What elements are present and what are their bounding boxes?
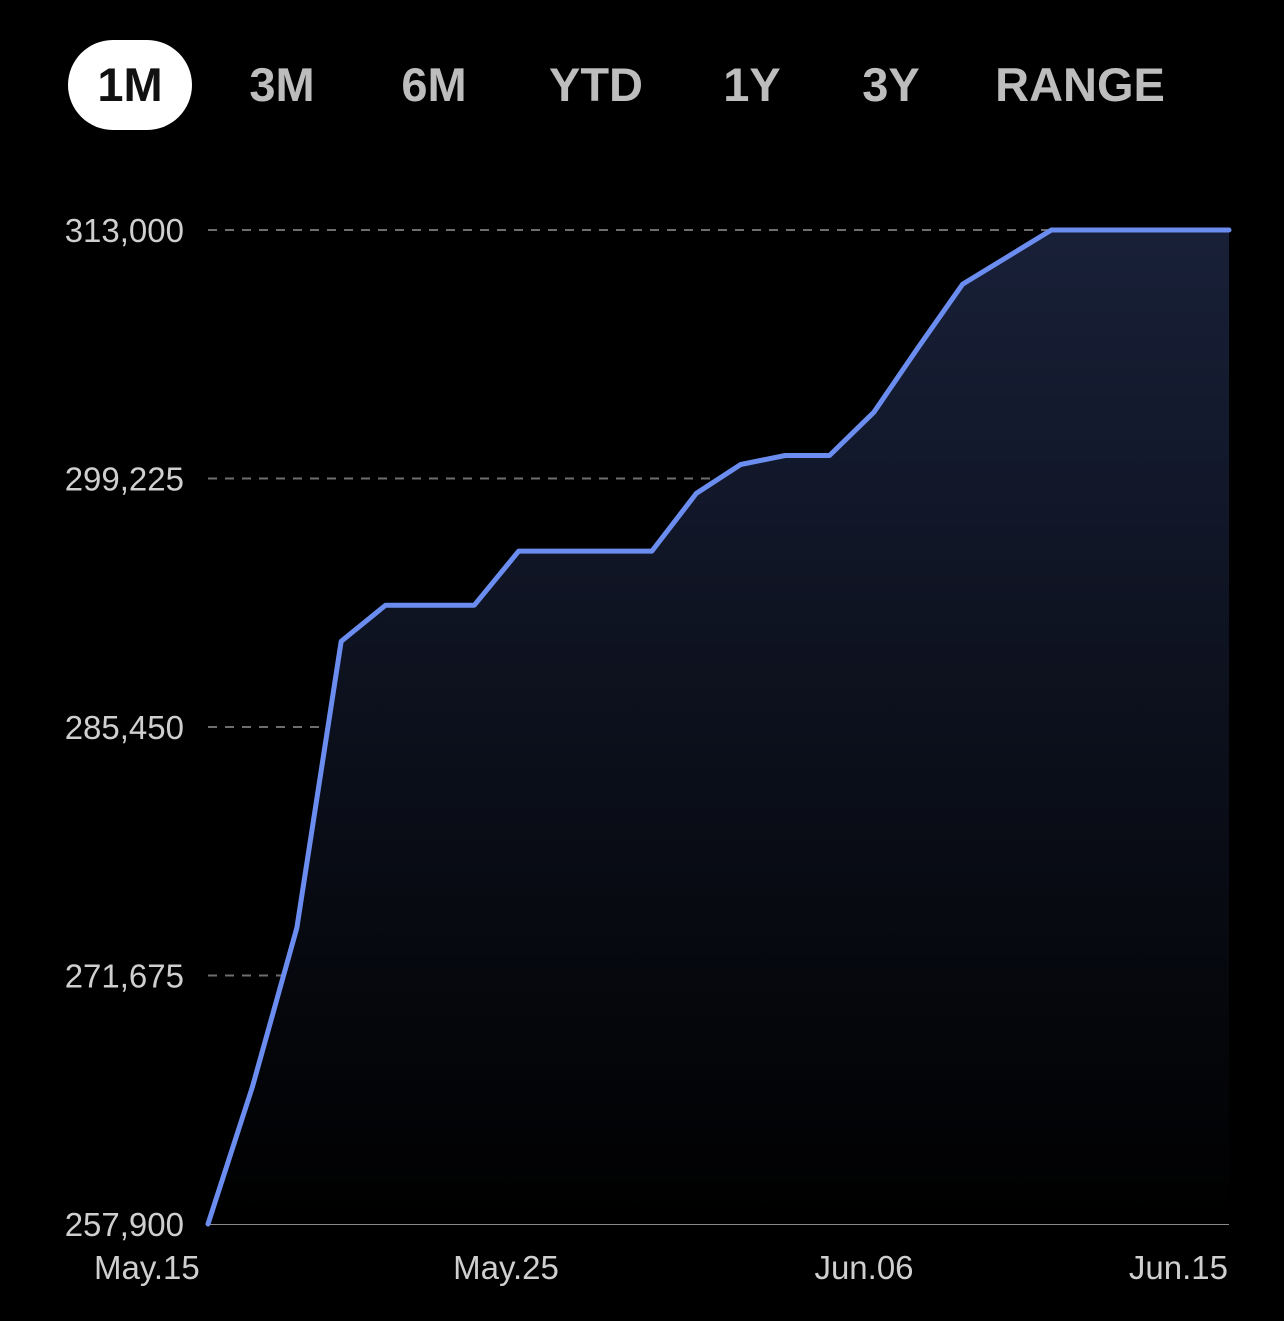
tab-range-1y[interactable]: 1Y bbox=[723, 58, 781, 111]
y-tick-label: 257,900 bbox=[65, 1206, 184, 1243]
y-tick-label: 299,225 bbox=[65, 461, 184, 498]
y-tick-label: 285,450 bbox=[65, 709, 184, 746]
tab-range-1m[interactable]: 1M bbox=[68, 40, 192, 130]
y-tick-label: 313,000 bbox=[65, 212, 184, 249]
x-tick-label: May.15 bbox=[94, 1249, 200, 1286]
series-line-path bbox=[205, 227, 1232, 1227]
range-tab-bar: 1M 3M 6M YTD 1Y 3Y RANGE bbox=[0, 40, 1284, 130]
tab-range-3m[interactable]: 3M bbox=[249, 58, 315, 111]
tab-range-range[interactable]: RANGE bbox=[995, 58, 1165, 111]
series-line bbox=[205, 227, 1232, 1227]
y-tick-label: 271,675 bbox=[65, 958, 184, 995]
tab-range-ytd[interactable]: YTD bbox=[549, 58, 643, 111]
area-fill-path bbox=[208, 230, 1229, 1224]
x-tick-label: Jun.06 bbox=[814, 1249, 913, 1286]
tab-range-6m[interactable]: 6M bbox=[401, 58, 467, 111]
tab-range-3y[interactable]: 3Y bbox=[862, 58, 920, 111]
area-fill bbox=[208, 230, 1229, 1224]
y-axis-ticks: 313,000 299,225 285,450 271,675 257,900 bbox=[65, 212, 184, 1243]
x-axis-ticks: May.15 May.25 Jun.06 Jun.15 bbox=[94, 1249, 1228, 1286]
x-tick-label: May.25 bbox=[453, 1249, 559, 1286]
x-tick-label: Jun.15 bbox=[1129, 1249, 1228, 1286]
